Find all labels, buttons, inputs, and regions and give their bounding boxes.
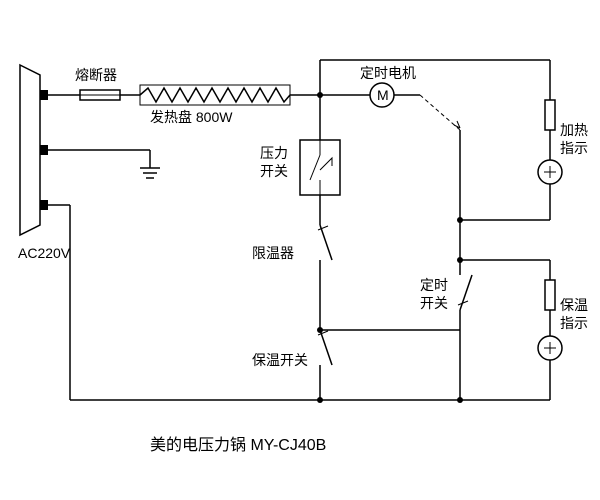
heat-resistor (545, 100, 555, 130)
fuse-symbol (80, 90, 120, 100)
ground-symbol (140, 150, 160, 178)
motor-letter: M (377, 87, 389, 103)
heater-symbol (140, 85, 290, 105)
motor-symbol: M (370, 83, 394, 107)
timer-switch-label: 定时开关 (420, 277, 448, 311)
diagram-title: 美的电压力锅 MY-CJ40B (150, 436, 326, 454)
ac-plug (20, 65, 48, 235)
warm-indicator-label: 保温指示 (560, 297, 588, 331)
keep-warm-switch-label: 保温开关 (252, 352, 308, 368)
ac-label: AC220V (18, 245, 71, 261)
pressure-switch-symbol (300, 140, 340, 195)
pressure-switch-label: 压力开关 (260, 145, 288, 179)
keep-warm-switch-symbol (318, 330, 332, 365)
warm-resistor (545, 280, 555, 310)
timer-switch-symbol (458, 275, 472, 310)
fuse-label: 熔断器 (75, 67, 117, 83)
heat-indicator-label: 加热指示 (560, 122, 588, 156)
motor-label: 定时电机 (360, 65, 416, 81)
temp-limiter-symbol (318, 225, 332, 260)
warm-indicator-symbol (538, 336, 562, 360)
heat-indicator-symbol (538, 160, 562, 184)
heater-label: 发热盘 800W (150, 109, 233, 125)
temp-limiter-label: 限温器 (252, 245, 294, 261)
